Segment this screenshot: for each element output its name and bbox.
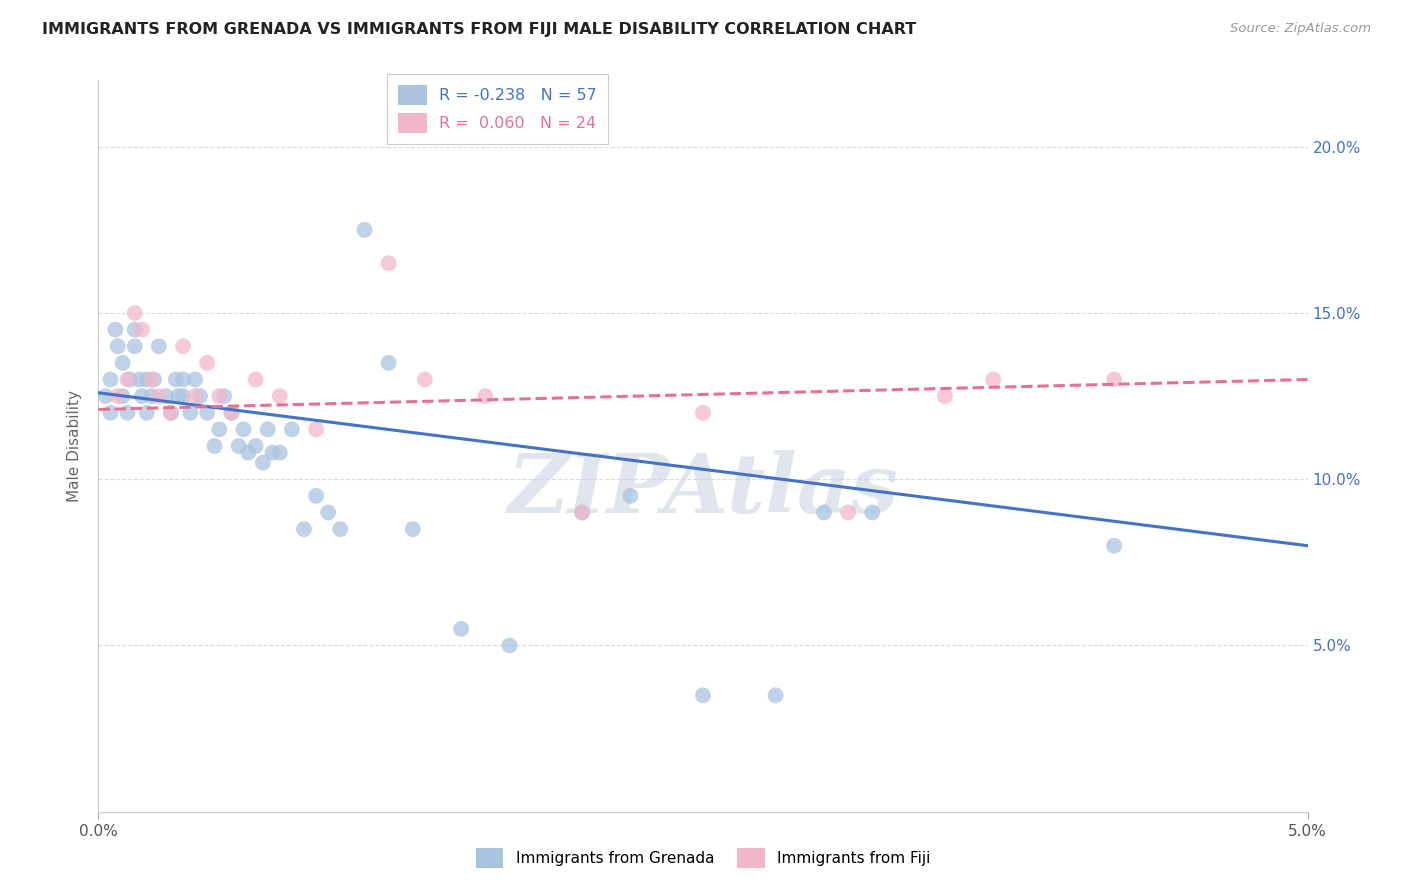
Point: [837, 506, 859, 520]
Point: [934, 389, 956, 403]
Point: [221, 406, 243, 420]
Point: [228, 439, 250, 453]
Text: IMMIGRANTS FROM GRENADA VS IMMIGRANTS FROM FIJI MALE DISABILITY CORRELATION CHAR: IMMIGRANTS FROM GRENADA VS IMMIGRANTS FR…: [42, 22, 917, 37]
Point: [117, 406, 139, 420]
Point: [104, 323, 127, 337]
Point: [195, 406, 218, 420]
Point: [305, 422, 328, 436]
Point: [148, 339, 170, 353]
Point: [128, 372, 150, 386]
Point: [692, 406, 714, 420]
Point: [124, 306, 146, 320]
Point: [111, 356, 134, 370]
Point: [571, 506, 593, 520]
Point: [155, 389, 177, 403]
Point: [118, 372, 141, 386]
Point: [232, 422, 254, 436]
Point: [100, 406, 122, 420]
Text: Source: ZipAtlas.com: Source: ZipAtlas.com: [1230, 22, 1371, 36]
Point: [195, 356, 218, 370]
Point: [619, 489, 641, 503]
Point: [474, 389, 496, 403]
Point: [184, 372, 207, 386]
Point: [292, 522, 315, 536]
Point: [141, 389, 163, 403]
Point: [1102, 372, 1125, 386]
Point: [377, 356, 399, 370]
Point: [141, 372, 163, 386]
Legend: R = -0.238   N = 57, R =  0.060   N = 24: R = -0.238 N = 57, R = 0.060 N = 24: [387, 74, 609, 145]
Point: [131, 389, 153, 403]
Point: [184, 389, 207, 403]
Point: [281, 422, 304, 436]
Point: [262, 445, 284, 459]
Point: [179, 406, 201, 420]
Point: [765, 689, 787, 703]
Point: [172, 339, 194, 353]
Point: [188, 389, 211, 403]
Point: [172, 372, 194, 386]
Point: [208, 422, 231, 436]
Point: [107, 389, 129, 403]
Point: [316, 506, 339, 520]
Point: [413, 372, 436, 386]
Point: [135, 406, 157, 420]
Point: [377, 256, 399, 270]
Point: [353, 223, 375, 237]
Legend: Immigrants from Grenada, Immigrants from Fiji: Immigrants from Grenada, Immigrants from…: [468, 840, 938, 875]
Point: [165, 372, 187, 386]
Point: [148, 389, 170, 403]
Point: [143, 372, 166, 386]
Point: [498, 639, 520, 653]
Point: [402, 522, 425, 536]
Point: [221, 406, 243, 420]
Point: [204, 439, 226, 453]
Point: [981, 372, 1004, 386]
Text: ZIPAtlas: ZIPAtlas: [508, 450, 898, 530]
Point: [160, 406, 183, 420]
Point: [256, 422, 278, 436]
Point: [111, 389, 134, 403]
Point: [135, 372, 157, 386]
Point: [131, 323, 153, 337]
Point: [208, 389, 231, 403]
Point: [329, 522, 352, 536]
Point: [238, 445, 260, 459]
Point: [124, 323, 146, 337]
Point: [94, 389, 117, 403]
Point: [269, 445, 291, 459]
Point: [160, 406, 183, 420]
Point: [269, 389, 291, 403]
Point: [305, 489, 328, 503]
Point: [212, 389, 235, 403]
Point: [124, 339, 146, 353]
Y-axis label: Male Disability: Male Disability: [67, 390, 83, 502]
Point: [692, 689, 714, 703]
Point: [813, 506, 835, 520]
Point: [245, 439, 267, 453]
Point: [245, 372, 267, 386]
Point: [117, 372, 139, 386]
Point: [571, 506, 593, 520]
Point: [100, 372, 122, 386]
Point: [172, 389, 194, 403]
Point: [167, 389, 190, 403]
Point: [252, 456, 274, 470]
Point: [450, 622, 472, 636]
Point: [107, 339, 129, 353]
Point: [1102, 539, 1125, 553]
Point: [860, 506, 883, 520]
